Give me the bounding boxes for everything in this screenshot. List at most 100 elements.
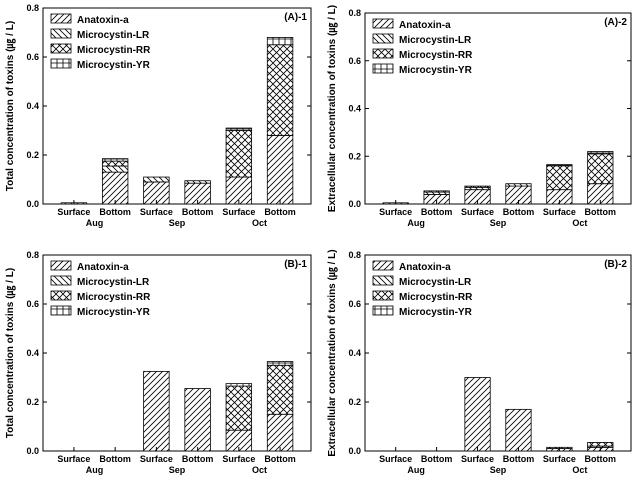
bar-segment-microcystin-yr	[101, 158, 129, 162]
y-axis-label: Extracellular concentration of toxins (㎍…	[327, 249, 338, 456]
y-tick-label: 0.2	[348, 397, 361, 407]
bar-segment-microcystin-lr	[143, 176, 170, 183]
x-tick-label: Bottom	[182, 454, 214, 464]
x-tick-label: Surface	[222, 454, 255, 464]
legend-label: Microcystin-RR	[77, 292, 151, 303]
legend-swatch	[50, 260, 72, 271]
y-tick-label: 0.8	[26, 3, 39, 13]
x-tick-label: Bottom	[264, 207, 296, 217]
x-group-label: Oct	[252, 218, 267, 228]
x-tick-label: Surface	[140, 207, 173, 217]
y-tick-label: 0.0	[348, 199, 361, 209]
panel-title: (B)-1	[284, 259, 307, 270]
legend-label: Microcystin-LR	[399, 277, 472, 288]
x-tick-label: Bottom	[99, 207, 131, 217]
y-tick-label: 0.2	[348, 151, 361, 161]
legend-label: Microcystin-RR	[399, 292, 473, 303]
x-group-label: Aug	[86, 218, 104, 228]
legend-label: Microcystin-YR	[77, 307, 151, 318]
bar-segment-microcystin-yr	[587, 151, 614, 155]
y-axis-label: Extracellular concentration of toxins (㎍…	[327, 5, 338, 212]
chart-panel-2: 0.0 0.2 0.4 0.6 0.8 Extracellular concentrati…	[327, 5, 632, 228]
bar-segment-microcystin-rr	[101, 160, 129, 167]
x-group-label: Oct	[252, 465, 267, 475]
legend-label: Microcystin-YR	[399, 65, 473, 76]
y-tick-label: 0.2	[26, 397, 39, 407]
y-tick-label: 0.4	[348, 104, 361, 114]
chart-panel-1: 0.0 0.2 0.4 0.6 0.8 Total concentration of to…	[5, 3, 312, 228]
bar-segment-microcystin-yr	[225, 127, 253, 131]
x-tick-label: Bottom	[585, 454, 617, 464]
x-group-label: Sep	[169, 465, 186, 475]
legend-label: Anatoxin-a	[399, 262, 451, 273]
x-tick-label: Bottom	[503, 454, 535, 464]
legend-label: Microcystin-LR	[77, 30, 150, 41]
bar-segment-microcystin-yr	[225, 383, 253, 387]
legend-label: Microcystin-RR	[77, 45, 151, 56]
legend-label: Microcystin-LR	[399, 35, 472, 46]
chart-panel-4: 0.0 0.2 0.4 0.6 0.8 Extracellular concentrati…	[327, 249, 632, 475]
x-tick-label: Surface	[543, 207, 576, 217]
x-group-label: Aug	[86, 465, 104, 475]
panel-title: (A)-1	[284, 12, 307, 23]
y-tick-label: 0.4	[26, 348, 39, 358]
legend-swatch	[50, 43, 72, 54]
x-tick-label: Surface	[57, 207, 90, 217]
x-tick-label: Bottom	[585, 207, 617, 217]
x-group-label: Aug	[407, 465, 425, 475]
legend-label: Microcystin-LR	[77, 277, 150, 288]
legend-label: Anatoxin-a	[399, 20, 451, 31]
y-tick-label: 0.6	[348, 56, 361, 66]
x-group-label: Sep	[169, 218, 186, 228]
y-tick-label: 0.2	[26, 150, 39, 160]
x-tick-label: Bottom	[421, 454, 453, 464]
bar-segment-anatoxin-a	[505, 408, 532, 452]
bar-segment-anatoxin-a	[225, 176, 253, 205]
legend-swatch	[50, 290, 72, 301]
x-group-label: Oct	[572, 218, 587, 228]
y-tick-label: 0.0	[26, 446, 39, 456]
bar-segment-microcystin-rr	[225, 130, 253, 178]
bar-segment-anatoxin-a	[101, 171, 129, 205]
bar-segment-anatoxin-a	[464, 377, 491, 452]
x-tick-label: Bottom	[264, 454, 296, 464]
bar-segment-microcystin-rr	[546, 165, 573, 191]
legend-swatch	[372, 63, 394, 74]
bar-segment-microcystin-yr	[266, 37, 294, 46]
bar-segment-anatoxin-a	[266, 413, 294, 452]
x-tick-label: Surface	[379, 207, 412, 217]
y-tick-label: 0.4	[348, 348, 361, 358]
bar-segment-anatoxin-a	[143, 370, 170, 452]
y-tick-label: 0.4	[26, 101, 39, 111]
y-tick-label: 0.8	[348, 8, 361, 18]
legend-label: Anatoxin-a	[77, 262, 129, 273]
bar-segment-microcystin-lr	[505, 183, 532, 187]
x-group-label: Aug	[407, 218, 425, 228]
legend-swatch	[372, 18, 394, 29]
bar-segment-microcystin-rr	[587, 153, 614, 185]
x-tick-label: Surface	[222, 207, 255, 217]
y-tick-label: 0.8	[26, 250, 39, 260]
legend-swatch	[50, 305, 72, 316]
legend-swatch	[50, 13, 72, 24]
bar-segment-anatoxin-a	[266, 134, 294, 205]
y-axis-label: Total concentration of toxins (㎍ / L)	[5, 268, 16, 438]
x-group-label: Oct	[572, 465, 587, 475]
x-tick-label: Surface	[461, 454, 494, 464]
bar-segment-microcystin-yr	[546, 164, 573, 167]
panel-title: (A)-2	[604, 17, 627, 28]
x-tick-label: Surface	[543, 454, 576, 464]
x-tick-label: Surface	[140, 454, 173, 464]
x-tick-label: Bottom	[182, 207, 214, 217]
x-group-label: Sep	[490, 218, 507, 228]
legend-swatch	[372, 290, 394, 301]
legend-swatch	[50, 275, 72, 286]
y-tick-label: 0.0	[26, 199, 39, 209]
legend-swatch	[372, 33, 394, 44]
bar-segment-microcystin-lr	[101, 165, 129, 173]
legend-label: Anatoxin-a	[77, 15, 129, 26]
y-tick-label: 0.6	[26, 52, 39, 62]
y-axis-label: Total concentration of toxins (㎍ / L)	[5, 21, 16, 191]
bar-segment-microcystin-rr	[266, 44, 294, 136]
